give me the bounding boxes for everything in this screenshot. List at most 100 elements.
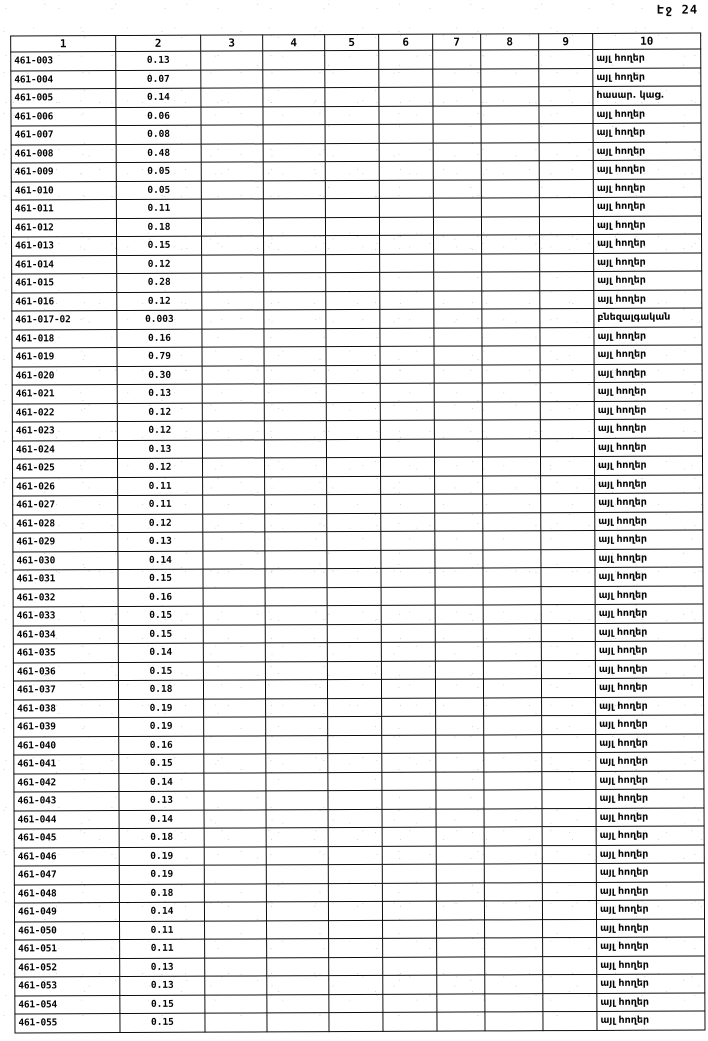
cell-empty-col-7: [434, 364, 483, 384]
cell-empty-col-8: [483, 715, 542, 735]
cell-empty-col-7: [434, 438, 483, 458]
cell-empty-col-3: [200, 87, 263, 107]
cell-empty-col-8: [480, 86, 539, 106]
cell-area-value: 0.13: [115, 51, 201, 71]
cell-empty-col-4: [266, 975, 329, 995]
cell-empty-col-4: [263, 254, 326, 273]
cell-land-category: այլ հողեր: [593, 326, 703, 346]
cell-empty-col-4: [263, 272, 326, 292]
cell-empty-col-5: [325, 198, 380, 218]
cell-empty-col-6: [379, 327, 435, 347]
cell-empty-col-6: [382, 864, 437, 883]
cell-parcel-id: 461-046: [14, 847, 120, 866]
cell-parcel-id: 461-008: [11, 144, 117, 163]
cell-empty-col-6: [380, 364, 435, 384]
cell-empty-col-8: [481, 123, 540, 143]
cell-empty-col-8: [481, 160, 540, 180]
cell-land-category: այլ հողեր: [595, 696, 704, 716]
cell-empty-col-6: [380, 438, 435, 458]
cell-empty-col-4: [263, 198, 326, 218]
cell-empty-col-9: [541, 585, 596, 605]
cell-empty-col-7: [434, 512, 483, 532]
cell-empty-col-9: [541, 752, 596, 772]
cell-empty-col-3: [201, 309, 264, 329]
cell-empty-col-7: [433, 290, 482, 310]
cell-empty-col-4: [265, 605, 328, 625]
cell-area-value: 0.14: [117, 550, 203, 570]
cell-parcel-id: 461-005: [10, 88, 116, 108]
cell-area-value: 0.11: [119, 939, 205, 959]
cell-empty-col-3: [203, 735, 266, 755]
cell-parcel-id: 461-054: [14, 995, 120, 1014]
cell-parcel-id: 461-017-02: [11, 310, 117, 330]
cell-area-value: 0.05: [116, 162, 202, 182]
cell-empty-col-6: [381, 660, 436, 680]
cell-empty-col-4: [265, 772, 328, 791]
cell-empty-col-6: [381, 734, 436, 754]
cell-empty-col-9: [541, 789, 597, 809]
cell-empty-col-7: [434, 567, 484, 587]
cell-empty-col-4: [263, 124, 326, 144]
cell-area-value: 0.14: [119, 902, 205, 922]
cell-parcel-id: 461-040: [13, 736, 119, 755]
cell-empty-col-9: [540, 363, 595, 383]
cell-empty-col-8: [484, 993, 543, 1012]
cell-parcel-id: 461-016: [11, 292, 117, 311]
cell-empty-col-5: [325, 161, 380, 181]
cell-land-category: այլ հողեր: [594, 363, 703, 383]
cell-parcel-id: 461-012: [11, 218, 117, 237]
cell-empty-col-5: [328, 938, 383, 958]
cell-area-value: 0.16: [118, 735, 204, 755]
cell-empty-col-9: [540, 382, 595, 402]
cell-empty-col-7: [436, 937, 485, 957]
cell-empty-col-3: [202, 402, 265, 422]
cell-empty-col-7: [432, 49, 481, 69]
cell-empty-col-3: [203, 716, 266, 736]
cell-empty-col-7: [435, 660, 484, 680]
cell-empty-col-7: [436, 974, 485, 994]
cell-land-category: այլ հողեր: [594, 492, 703, 512]
cell-empty-col-8: [481, 271, 540, 291]
cell-area-value: 0.19: [119, 865, 205, 885]
cell-empty-col-6: [380, 494, 435, 513]
cell-parcel-id: 461-049: [14, 902, 120, 922]
table-row: 461-055 0.15 այլ հողեր: [14, 1010, 705, 1033]
cell-empty-col-6: [378, 68, 433, 88]
cell-empty-col-9: [540, 511, 595, 531]
cell-empty-col-5: [326, 383, 381, 403]
cell-empty-col-3: [201, 217, 264, 237]
cell-empty-col-8: [483, 734, 542, 753]
cell-empty-col-9: [540, 530, 595, 550]
cell-area-value: 0.30: [117, 365, 203, 385]
cell-area-value: 0.13: [119, 957, 205, 977]
cell-empty-col-9: [542, 918, 597, 938]
cell-empty-col-4: [264, 402, 327, 421]
cell-area-value: 0.13: [118, 791, 205, 811]
cell-empty-col-6: [378, 105, 434, 125]
cell-land-category: այլ հողեր: [593, 122, 702, 142]
cell-area-value: 0.48: [116, 143, 202, 163]
cell-parcel-id: 461-041: [13, 754, 119, 774]
page-number-label: Էջ 24: [656, 2, 699, 17]
cell-empty-col-7: [436, 900, 485, 920]
cell-parcel-id: 461-037: [13, 680, 119, 700]
cell-area-value: 0.15: [118, 624, 204, 644]
cell-empty-col-3: [201, 254, 264, 274]
cell-empty-col-5: [326, 531, 381, 551]
cell-empty-col-8: [483, 660, 542, 679]
cell-empty-col-5: [325, 253, 380, 273]
cell-empty-col-6: [379, 272, 434, 291]
cell-empty-col-7: [435, 697, 484, 717]
cell-empty-col-5: [326, 420, 381, 440]
cell-empty-col-6: [379, 142, 434, 162]
cell-empty-col-8: [482, 493, 541, 513]
cell-empty-col-4: [262, 50, 325, 70]
cell-empty-col-6: [381, 642, 436, 661]
cell-area-value: 0.19: [119, 846, 205, 866]
cell-land-category: այլ հողեր: [593, 215, 702, 235]
cell-empty-col-3: [203, 772, 266, 792]
cell-area-value: 0.11: [117, 495, 203, 515]
cell-area-value: 0.05: [116, 180, 202, 200]
cell-area-value: 0.14: [118, 772, 204, 792]
cell-empty-col-9: [542, 974, 597, 994]
